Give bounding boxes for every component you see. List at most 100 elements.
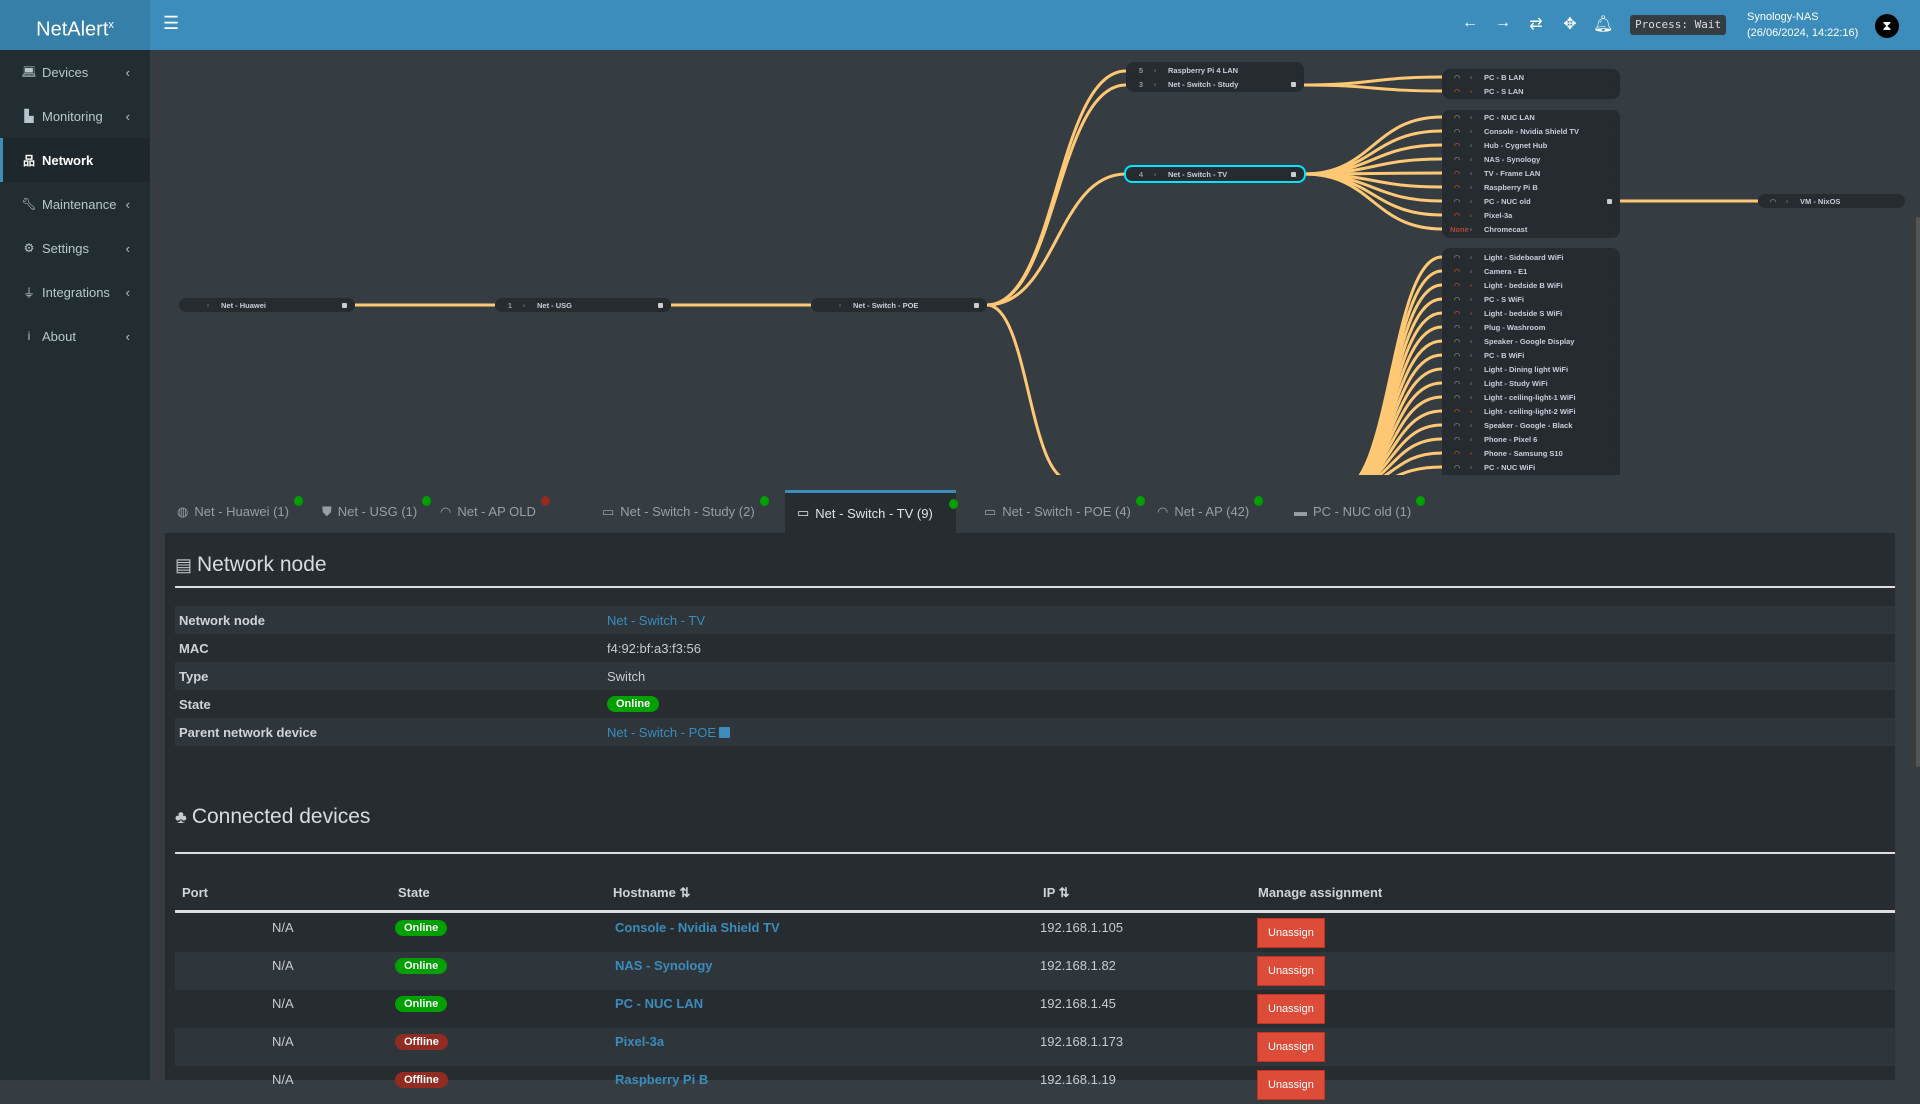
tree-node[interactable]: ◠ ▫ Phone - Samsung S10 bbox=[1442, 446, 1620, 460]
wifi-icon: ◠ bbox=[1453, 72, 1461, 82]
sidebar-item-label: About bbox=[42, 328, 76, 344]
collapse-handle[interactable] bbox=[658, 302, 663, 308]
tree-node[interactable]: ▫ Net - Huawei bbox=[179, 298, 355, 312]
port-cell: N/A bbox=[272, 1034, 294, 1049]
unassign-button[interactable]: Unassign bbox=[1257, 1070, 1325, 1100]
tab-net-switch-study-2-[interactable]: ▭ Net - Switch - Study (2) bbox=[590, 490, 769, 533]
collapse-handle[interactable] bbox=[1291, 171, 1296, 177]
avatar[interactable]: ⧗ bbox=[1875, 14, 1899, 38]
tree-node[interactable]: ◠ ▫ Hub - Cygnet Hub bbox=[1442, 138, 1620, 152]
tree-node[interactable]: ◠ ▫ Camera - E1 bbox=[1442, 264, 1620, 278]
tree-node[interactable]: ◠ ▫ PC - NUC LAN bbox=[1442, 110, 1620, 124]
tree-node[interactable]: ◠ ▫ PC - NUC old bbox=[1442, 194, 1620, 208]
tab-pc-nuc-old-1-[interactable]: ▬ PC - NUC old (1) bbox=[1282, 490, 1426, 533]
table-row: N/A Online Console - Nvidia Shield TV 192.1… bbox=[175, 914, 1895, 952]
hostname-link[interactable]: Console - Nvidia Shield TV bbox=[615, 920, 780, 935]
tree-node[interactable]: ◠ ▫ Light - Sideboard WiFi bbox=[1442, 250, 1620, 264]
tree-node[interactable]: ◠ ▫ Raspberry Pi B bbox=[1442, 180, 1620, 194]
tree-node[interactable]: ◠ ▫ Light - bedside B WiFi bbox=[1442, 278, 1620, 292]
collapse-handle[interactable] bbox=[342, 302, 347, 308]
unassign-button[interactable]: Unassign bbox=[1257, 994, 1325, 1024]
tab-net-usg-1-[interactable]: ⛊ Net - USG (1) bbox=[310, 490, 432, 533]
tab-net-switch-poe-4-[interactable]: ▭ Net - Switch - POE (4) bbox=[972, 490, 1145, 533]
tab-net-ap-42-[interactable]: ◠ Net - AP (42) bbox=[1145, 490, 1264, 533]
unassign-button[interactable]: Unassign bbox=[1257, 956, 1325, 986]
tree-node[interactable]: ◠ ▫ Console - Nvidia Shield TV bbox=[1442, 124, 1620, 138]
bell-icon[interactable]: 🔔︎ bbox=[1593, 16, 1614, 33]
tree-node[interactable]: 3 ▫ Net - Switch - Study bbox=[1126, 77, 1304, 91]
tree-node[interactable]: ◠ ▫ PC - NUC WiFi bbox=[1442, 460, 1620, 474]
forward-arrow-icon[interactable]: → bbox=[1495, 14, 1511, 31]
tree-node[interactable]: ◠ ▫ Light - Study WiFi bbox=[1442, 376, 1620, 390]
sidebar-item-network[interactable]: 品 Network bbox=[0, 138, 150, 182]
parent-device-link[interactable]: Net - Switch - POE bbox=[607, 724, 717, 740]
tree-node[interactable]: ◠ ▫ TV - Frame LAN bbox=[1442, 166, 1620, 180]
sort-icon[interactable]: ⇅ bbox=[675, 885, 691, 900]
hostname-link[interactable]: NAS - Synology bbox=[615, 958, 713, 973]
node-link[interactable]: Net - Switch - TV bbox=[607, 612, 706, 628]
tab-net-huawei-1-[interactable]: ◍ Net - Huawei (1) bbox=[165, 490, 303, 533]
tab-net-ap-old[interactable]: ◠ Net - AP OLD bbox=[428, 490, 550, 533]
tree-node[interactable]: ◠ ▫ Light - ceiling-light-1 WiFi bbox=[1442, 390, 1620, 404]
sidebar-item-maintenance[interactable]: 🔧︎ Maintenance ‹ bbox=[0, 182, 150, 226]
hostname-link[interactable]: PC - NUC LAN bbox=[615, 996, 704, 1011]
scrollbar[interactable] bbox=[1916, 217, 1920, 767]
tree-link bbox=[1366, 381, 1443, 475]
move-icon[interactable]: ✥ bbox=[1563, 16, 1577, 33]
menu-toggle-icon[interactable]: ☰ bbox=[163, 13, 180, 33]
hostname-link[interactable]: Pixel-3a bbox=[615, 1034, 665, 1049]
tree-node[interactable]: ◠ ▫ Speaker - Google Display bbox=[1442, 334, 1620, 348]
sidebar-item-label: Settings bbox=[42, 240, 89, 256]
tree-node[interactable]: ◠ ▫ NAS - Synology bbox=[1442, 152, 1620, 166]
tree-node[interactable]: ◠ ▫ Plug - Washroom bbox=[1442, 320, 1620, 334]
sidebar-item-label: Network bbox=[42, 152, 94, 168]
sort-icon[interactable]: ⇅ bbox=[1055, 885, 1070, 900]
collapse-handle[interactable] bbox=[1607, 198, 1612, 204]
back-arrow-icon[interactable]: ← bbox=[1462, 14, 1478, 31]
tree-node[interactable]: ◠ ▫ PC - B LAN bbox=[1442, 70, 1620, 84]
tree-node[interactable]: ◠ ▫ Pixel-3a bbox=[1442, 208, 1620, 222]
tree-node[interactable]: 5 ▫ Raspberry Pi 4 LAN bbox=[1126, 63, 1304, 77]
tree-node[interactable]: ▫ Net - Switch - POE bbox=[811, 298, 987, 312]
node-name: Light - ceiling-light-1 WiFi bbox=[1484, 392, 1576, 402]
tree-node[interactable]: 1 ▫ Net - USG bbox=[495, 298, 671, 312]
unassign-button[interactable]: Unassign bbox=[1257, 1032, 1325, 1062]
status-badge: Offline bbox=[395, 1072, 448, 1088]
column-header-hostname[interactable]: Hostname ⇅ bbox=[613, 885, 690, 901]
wifi-icon: ◠ bbox=[1157, 503, 1169, 519]
wifi-icon: ◠ bbox=[1453, 196, 1461, 206]
sidebar-item-settings[interactable]: ⚙ Settings ‹ bbox=[0, 226, 150, 270]
chevron-left-icon: ‹ bbox=[125, 240, 130, 256]
sidebar-item-devices[interactable]: 💻︎ Devices ‹ bbox=[0, 50, 150, 94]
tree-link bbox=[1359, 283, 1443, 475]
tab-net-switch-tv-9-[interactable]: ▭ Net - Switch - TV (9) bbox=[785, 490, 958, 533]
collapse-handle[interactable] bbox=[974, 302, 979, 308]
tree-node[interactable]: ◠ ▫ PC - S LAN bbox=[1442, 84, 1620, 98]
tree-node[interactable]: ◠ ▫ PC - B WiFi bbox=[1442, 348, 1620, 362]
unassign-button[interactable]: Unassign bbox=[1257, 918, 1325, 948]
tree-node[interactable]: ◠ ▫ PC - S WiFi bbox=[1442, 292, 1620, 306]
refresh-icon[interactable]: ⇄ bbox=[1529, 16, 1543, 33]
device-icon: ▫ bbox=[1785, 196, 1789, 206]
sidebar-item-monitoring[interactable]: ▙ Monitoring ‹ bbox=[0, 94, 150, 138]
tree-node[interactable]: 4 ▫ Net - Switch - TV bbox=[1124, 165, 1306, 183]
sidebar-item-about[interactable]: i About ‹ bbox=[0, 314, 150, 358]
collapse-handle[interactable] bbox=[1291, 81, 1296, 87]
tree-node[interactable]: ◠ ▫ Phone - Pixel 6 bbox=[1442, 432, 1620, 446]
sidebar-item-integrations[interactable]: ⏚ Integrations ‹ bbox=[0, 270, 150, 314]
tree-node[interactable]: ◠ ▫ Light - bedside S WiFi bbox=[1442, 306, 1620, 320]
info-icon: i bbox=[27, 329, 31, 343]
tree-node[interactable]: ◠ ▫ Speaker - Google - Black bbox=[1442, 418, 1620, 432]
tree-node[interactable]: ◠ ▫ VM - NixOS bbox=[1758, 194, 1905, 208]
device-icon: ▫ bbox=[1469, 294, 1473, 304]
top-bar: NetAlertx ☰ ← → ⇄ ✥ 🔔︎ Process: Wait Syn… bbox=[0, 0, 1920, 50]
tree-node[interactable]: None ▫ Chromecast bbox=[1442, 222, 1620, 236]
tree-node[interactable]: ◠ ▫ Light - ceiling-light-2 WiFi bbox=[1442, 404, 1620, 418]
column-header-ip[interactable]: IP ⇅ bbox=[1043, 885, 1070, 901]
external-link-icon[interactable] bbox=[719, 726, 731, 738]
tree-link bbox=[1395, 465, 1443, 475]
wifi-icon: ◠ bbox=[1453, 210, 1461, 220]
app-logo[interactable]: NetAlertx bbox=[0, 0, 150, 50]
tree-node[interactable]: ◠ ▫ Light - Dining light WiFi bbox=[1442, 362, 1620, 376]
shield-icon: ⛊ bbox=[322, 503, 332, 519]
